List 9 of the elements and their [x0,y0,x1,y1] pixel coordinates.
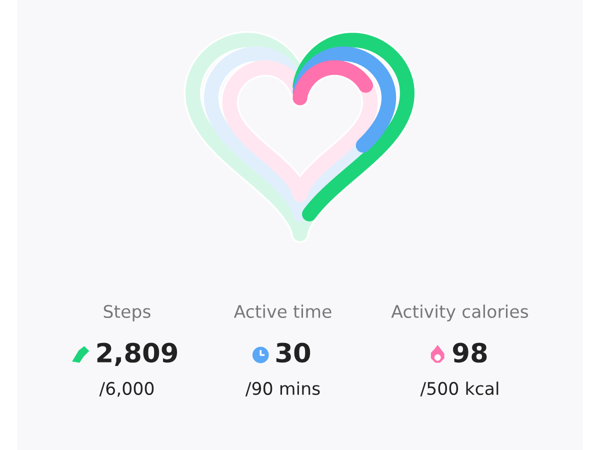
category-label: Steps [104,304,150,322]
data-label: 98 [453,342,487,363]
data-label: 2,809 [97,342,178,366]
data-label: /90 mins [245,382,320,396]
data-label: /500 kcal [420,382,498,396]
category-label: Activity calories [391,304,528,322]
category-label: Active time [234,304,332,318]
data-label: 30 [276,342,310,363]
data-label: /6,000 [99,382,154,397]
